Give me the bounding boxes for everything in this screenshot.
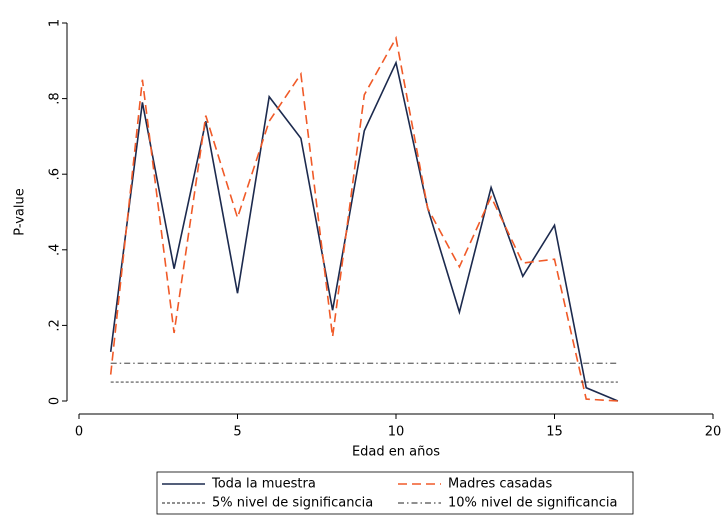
- x-tick-label: 5: [233, 425, 241, 440]
- legend-label: 10% nivel de significancia: [448, 496, 617, 511]
- legend-label: 5% nivel de significancia: [212, 496, 373, 511]
- x-tick-label: 0: [75, 425, 83, 440]
- x-tick-label: 15: [546, 425, 563, 440]
- x-tick-label: 10: [388, 425, 405, 440]
- legend-label: Toda la muestra: [211, 477, 316, 492]
- series-line: [109, 35, 618, 402]
- series-line: [109, 60, 619, 402]
- y-tick-label: 0: [48, 397, 63, 405]
- y-tick-label: 1: [48, 19, 63, 27]
- y-tick-label: .6: [48, 168, 63, 180]
- y-tick-label: .8: [48, 92, 63, 104]
- y-tick-label: .2: [48, 319, 63, 331]
- x-tick-label: 20: [705, 425, 722, 440]
- x-axis-title: Edad en años: [352, 445, 440, 460]
- y-axis-title: P-value: [13, 188, 28, 235]
- legend-label: Madres casadas: [448, 477, 552, 492]
- legend-box: [156, 471, 634, 515]
- y-tick-label: .4: [48, 244, 63, 256]
